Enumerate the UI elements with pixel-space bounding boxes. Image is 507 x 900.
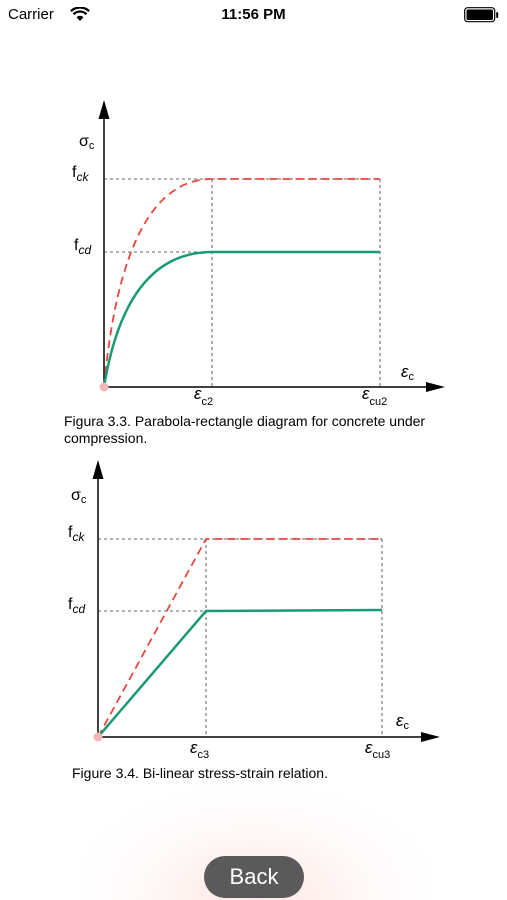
epsilon-cu3-label: εcu3 [365,738,390,761]
y-axis-label: σc [71,487,87,506]
figure-3-3-caption: Figura 3.3. Parabola-rectangle diagram f… [64,413,426,446]
y-axis-arrow [98,100,110,119]
x-axis-label: εc [401,362,414,383]
status-bar: Carrier 11:56 PM [0,0,507,30]
guide-lines [104,178,381,387]
x-axis-arrow [426,382,445,392]
fck-label: fck [72,164,89,184]
y-axis-arrow [92,460,104,479]
fcd-label: fcd [68,596,85,616]
x-axis-arrow [421,732,440,742]
design-curve [102,250,380,388]
guide-lines [98,538,383,737]
status-time: 11:56 PM [221,6,286,23]
epsilon-c3-label: εc3 [190,738,209,761]
characteristic-curve [103,178,380,388]
characteristic-curve [97,538,382,738]
y-axis-label: σc [79,133,95,152]
wifi-icon [70,7,90,21]
origin-point [93,732,103,742]
epsilon-cu2-label: εcu2 [362,384,387,408]
epsilon-c2-label: εc2 [194,384,213,408]
back-button[interactable]: Back [204,856,304,898]
carrier-label: Carrier [8,6,54,23]
figure-3-4-caption: Figure 3.4. Bi-linear stress-strain rela… [72,765,328,781]
fck-label: fck [68,524,85,544]
design-curve [97,608,383,738]
x-axis-label: εc [396,711,409,732]
fcd-label: fcd [74,237,91,257]
origin-point [99,382,109,392]
parabola-rectangle-diagram: σc fck fcd εc εc2 εcu2 [72,100,445,408]
battery-icon [464,7,499,23]
bilinear-diagram: σc fck fcd εc εc3 εcu3 [68,460,440,761]
